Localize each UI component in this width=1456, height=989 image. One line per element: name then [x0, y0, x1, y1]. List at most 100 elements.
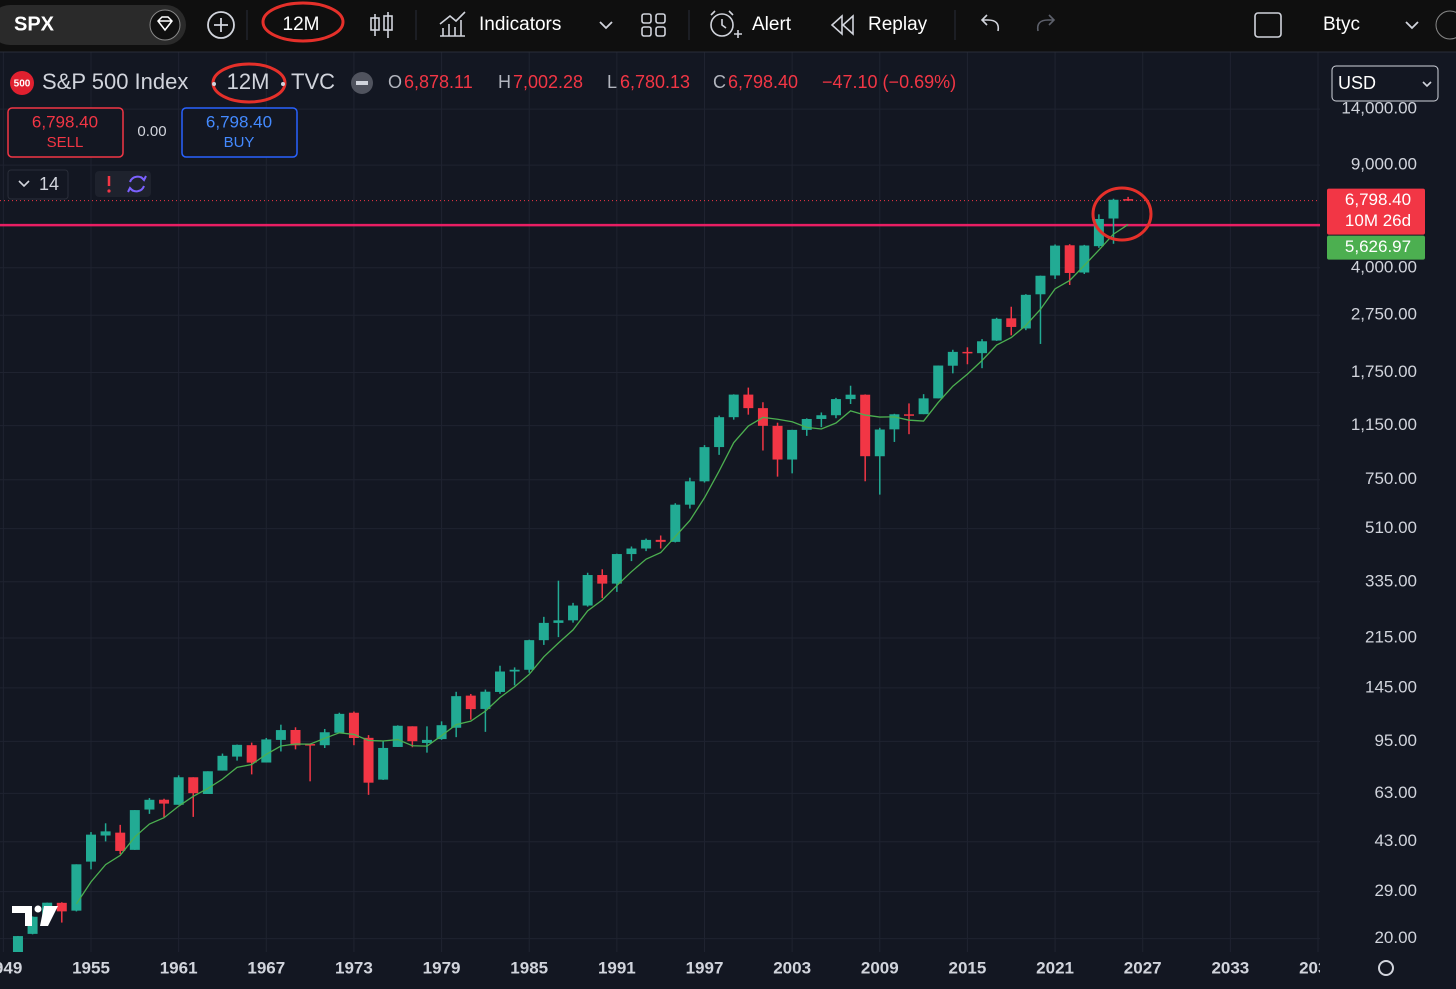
x-tick-label: 1949 [0, 958, 22, 977]
candle-body [787, 429, 798, 460]
candle-body [261, 739, 272, 763]
y-tick-label: 1,750.00 [1351, 362, 1417, 381]
chevron[interactable] [599, 21, 613, 30]
replay-icon[interactable] [830, 14, 854, 36]
candle-body [1035, 275, 1046, 295]
x-tick-label: 1967 [247, 958, 285, 977]
alert-label: Alert [752, 14, 792, 35]
candle-body [363, 737, 374, 783]
candle-body [553, 620, 564, 623]
chevron [1422, 81, 1432, 88]
interval: 12M [283, 14, 320, 35]
y-tick-label: 510.00 [1365, 518, 1417, 537]
x-tick-label: 1955 [72, 958, 110, 977]
x-tick-label: 1973 [335, 958, 373, 977]
candle-body [465, 695, 476, 710]
candle-body [918, 398, 929, 415]
candle-body [524, 640, 535, 670]
buy-button[interactable] [181, 107, 298, 158]
sell-button[interactable] [7, 107, 124, 158]
undo[interactable] [980, 14, 1000, 32]
layout-icon[interactable] [641, 13, 652, 24]
candle-body [962, 351, 973, 354]
countdown-label: 10M 26d [1345, 211, 1411, 230]
warning-dot [107, 189, 111, 193]
candle-body [100, 831, 111, 836]
candle-body [232, 744, 243, 757]
currency-select[interactable] [1331, 65, 1439, 102]
toolbar-bg [0, 0, 1456, 52]
low-value: 6,780.13 [620, 72, 690, 92]
chevron [18, 180, 30, 188]
candle-body [451, 696, 462, 728]
symbol: SPX [14, 13, 55, 35]
y-tick-label: 14,000.00 [1341, 99, 1417, 118]
annotation-circle [1091, 186, 1153, 242]
candle-body [772, 425, 783, 460]
price-axis-corner [1320, 952, 1456, 989]
fullscreen[interactable] [1254, 12, 1282, 38]
x-tick-label: 2033 [1211, 958, 1249, 977]
candle-body [568, 605, 579, 621]
candle-body [582, 575, 593, 606]
candle-body [12, 936, 23, 962]
candle-body [641, 539, 652, 549]
candle-body [407, 726, 418, 742]
annotation-circle [261, 1, 345, 43]
y-tick-label: 750.00 [1365, 469, 1417, 488]
candle-body [991, 318, 1002, 341]
y-tick-label: 63.00 [1374, 783, 1417, 802]
candle-body [217, 755, 228, 771]
x-tick-label: 2027 [1124, 958, 1162, 977]
exchange: TVC [291, 69, 335, 94]
moving-average [75, 224, 1129, 905]
candle-body [874, 429, 885, 457]
ma-price-label: 5,626.97 [1345, 237, 1411, 256]
candle-body [246, 745, 257, 763]
candle-icon-body [370, 17, 380, 31]
candle-body [1108, 199, 1119, 219]
candle-body [202, 771, 213, 794]
candle-body [305, 744, 316, 746]
y-tick-label: 335.00 [1365, 571, 1417, 590]
y-tick-label: 4,000.00 [1351, 257, 1417, 276]
candle-body [1020, 294, 1031, 329]
x-tick-label: 1961 [160, 958, 198, 977]
layout-name: Btyc [1323, 14, 1360, 35]
legend: 500 S&P 500 Index 12M TVC O 6,878.11 H 7,002.28… [7, 62, 1439, 200]
close-letter: C [713, 72, 726, 92]
symbol-search[interactable] [0, 5, 186, 45]
candle-body [86, 834, 97, 862]
low-letter: L [607, 72, 617, 92]
tv-logo-dot [34, 905, 42, 913]
indicators-icon[interactable] [439, 11, 466, 37]
candle-body [290, 729, 301, 746]
candle-body [728, 394, 739, 418]
currency: USD [1338, 73, 1376, 93]
redo[interactable] [1036, 14, 1056, 32]
layout-icon [641, 26, 652, 37]
settings[interactable] [1378, 960, 1394, 976]
candle-body [56, 902, 67, 912]
add-symbol[interactable] [207, 11, 235, 39]
candle-body [129, 810, 140, 850]
candle-body [699, 447, 710, 482]
candle-body [1050, 245, 1061, 276]
chevron[interactable] [1405, 21, 1419, 30]
candle-body [860, 394, 871, 457]
price-axis [1320, 53, 1456, 952]
candle-body [1006, 318, 1017, 327]
hide-icon [356, 81, 368, 85]
y-tick-label: 1,150.00 [1351, 415, 1417, 434]
candle-body [159, 799, 170, 804]
gem-icon[interactable] [149, 9, 181, 41]
plus [214, 18, 228, 32]
y-tick-label: 2,750.00 [1351, 305, 1417, 324]
candle-body [275, 730, 286, 740]
alert-icon[interactable] [710, 13, 734, 37]
partial-button[interactable] [1435, 10, 1456, 40]
candle-body [816, 415, 827, 419]
indicators-toggle[interactable] [7, 169, 69, 200]
y-tick-label: 145.00 [1365, 677, 1417, 696]
